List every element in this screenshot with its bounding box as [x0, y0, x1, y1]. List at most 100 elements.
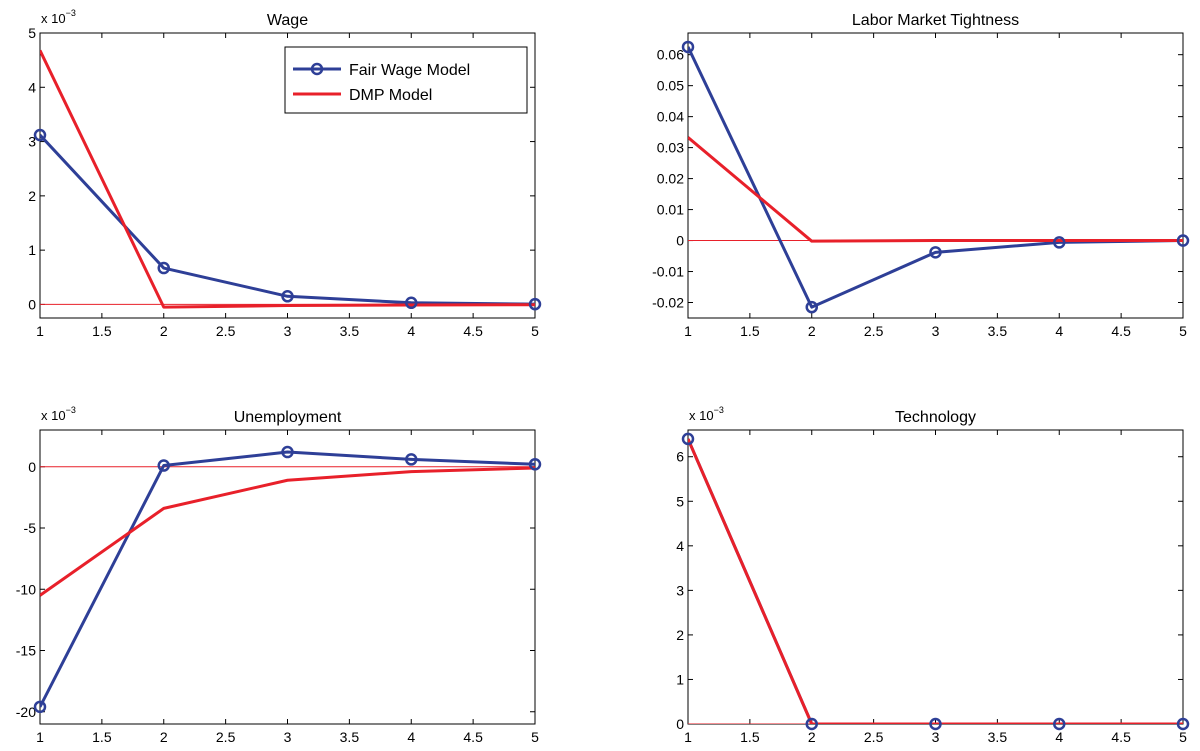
fair-wage-data-point [281, 445, 294, 459]
y-tick-label: 5 [28, 25, 36, 41]
dmp-series-line [40, 49, 535, 309]
y-tick-label: 0.04 [657, 109, 684, 125]
y-tick-label: 0.01 [657, 202, 684, 218]
fair-wage-data-point [157, 459, 170, 472]
y-tick-label: 0.05 [657, 78, 684, 94]
axis-multiplier: x 10−3 [41, 8, 76, 26]
fair-wage-data-point [33, 700, 47, 714]
x-tick-label: 1.5 [92, 323, 112, 339]
legend-label: Fair Wage Model [349, 62, 470, 79]
fair-wage-data-point [528, 458, 542, 471]
x-tick-label: 5 [1179, 729, 1187, 745]
fair-wage-data-point [1053, 236, 1066, 249]
plot-area [40, 49, 535, 309]
fair-wage-data-point [805, 717, 818, 731]
x-tick-label: 4 [1055, 323, 1063, 339]
y-tick-label: 1 [28, 242, 36, 258]
fair-wage-data-point [1053, 717, 1066, 731]
y-tick-label: 4 [28, 79, 36, 95]
x-tick-label: 1 [684, 323, 692, 339]
x-tick-label: 2.5 [864, 729, 884, 745]
plot-area [688, 46, 1183, 309]
y-tick-label: 2 [28, 188, 36, 204]
legend: Fair Wage Model DMP Model [284, 46, 528, 114]
y-tick-label: 0.06 [657, 47, 684, 63]
y-tick-label: -20 [16, 704, 36, 720]
x-tick-label: 4.5 [1111, 729, 1131, 745]
y-tick-label: 0 [676, 233, 684, 249]
x-tick-label: 2.5 [864, 323, 884, 339]
multiplier-base: x 10 [41, 408, 66, 423]
x-tick-label: 2 [808, 729, 816, 745]
x-tick-label: 3.5 [340, 729, 360, 745]
x-tick-label: 5 [531, 729, 539, 745]
y-tick-label: 0 [28, 459, 36, 475]
x-tick-label: 2 [160, 729, 168, 745]
fair-wage-data-point [405, 296, 418, 310]
fair-wage-data-point [1176, 234, 1190, 247]
fair-wage-data-point [805, 300, 818, 314]
y-tick-label: 4 [676, 538, 684, 554]
multiplier-exponent: −3 [66, 405, 76, 415]
x-tick-label: 4 [1055, 729, 1063, 745]
x-tick-label: 4.5 [463, 729, 483, 745]
x-tick-label: 2 [808, 323, 816, 339]
dmp-series-line [688, 438, 1183, 724]
x-tick-label: 5 [1179, 323, 1187, 339]
subplot-title: Wage [267, 12, 308, 29]
x-tick-label: 4 [407, 729, 415, 745]
subplot-title: Technology [895, 409, 976, 426]
multiplier-exponent: −3 [66, 8, 76, 18]
x-tick-label: 1.5 [740, 323, 760, 339]
x-tick-label: 2 [160, 323, 168, 339]
fair-wage-data-point [929, 246, 942, 259]
y-tick-label: 2 [676, 627, 684, 643]
multiplier-base: x 10 [41, 11, 66, 26]
x-tick-label: 2.5 [216, 323, 236, 339]
y-tick-label: 0 [28, 296, 36, 312]
x-tick-label: 5 [531, 323, 539, 339]
fair-wage-data-point [33, 128, 47, 142]
x-tick-label: 1.5 [740, 729, 760, 745]
y-tick-label: -10 [16, 581, 36, 597]
y-tick-label: 0.02 [657, 171, 684, 187]
x-tick-label: 3 [932, 729, 940, 745]
x-tick-label: 4.5 [463, 323, 483, 339]
axis-multiplier: x 10−3 [41, 405, 76, 423]
dmp-series-line [40, 466, 535, 597]
x-tick-label: 4 [407, 323, 415, 339]
y-tick-label: 6 [676, 449, 684, 465]
y-tick-label: 3 [676, 582, 684, 598]
y-tick-label: 0 [676, 716, 684, 732]
x-tick-label: 3.5 [988, 323, 1008, 339]
x-tick-label: 3 [284, 323, 292, 339]
x-tick-label: 2.5 [216, 729, 236, 745]
axes-box [687, 429, 1184, 725]
y-tick-label: 5 [676, 493, 684, 509]
axes-box [39, 429, 536, 725]
x-tick-label: 3 [284, 729, 292, 745]
y-tick-label: 0.03 [657, 140, 684, 156]
fair-wage-series-line [40, 450, 535, 708]
y-tick-label: -0.02 [652, 295, 684, 311]
dmp-series-line [688, 136, 1183, 243]
subplot-1: 1 1.5 2 2.5 3 3.5 4 4.5 5 -0.02 -0.01 0 0.01 0.02 0.03… [652, 12, 1190, 339]
legend-marker [310, 62, 324, 76]
x-tick-label: 1 [684, 729, 692, 745]
y-tick-label: -0.01 [652, 264, 684, 280]
x-tick-label: 1 [36, 729, 44, 745]
x-tick-label: 4.5 [1111, 323, 1131, 339]
y-tick-label: -15 [16, 643, 36, 659]
fair-wage-data-point [929, 717, 942, 731]
x-tick-label: 3 [932, 323, 940, 339]
fair-wage-data-point [681, 40, 695, 54]
subplot-title: Unemployment [234, 409, 342, 426]
fair-wage-data-point [157, 261, 170, 275]
axis-multiplier: x 10−3 [689, 405, 724, 423]
x-tick-label: 3.5 [340, 323, 360, 339]
fair-wage-data-point [681, 432, 695, 446]
subplot-2: 1 1.5 2 2.5 3 3.5 4 4.5 5 -20 -15 -10 -5 0 Unemploymen… [16, 405, 542, 745]
multiplier-base: x 10 [689, 408, 714, 423]
